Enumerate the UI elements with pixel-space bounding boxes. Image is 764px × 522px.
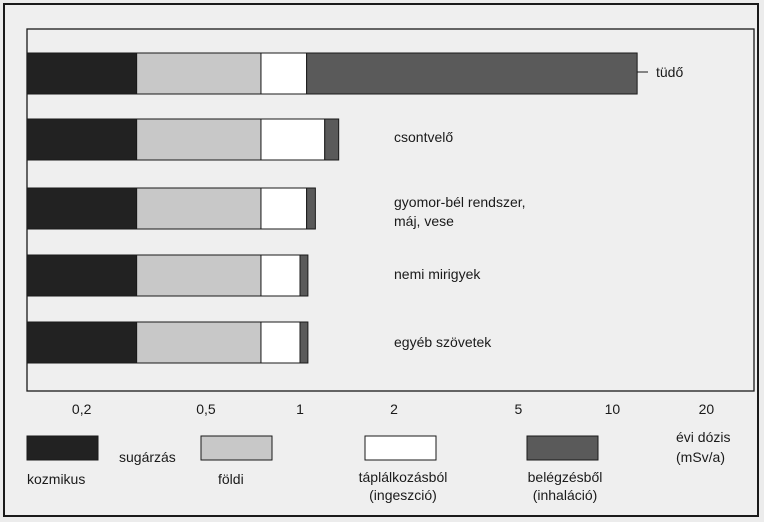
bar-segment-belégzésből: [306, 52, 638, 95]
bar-segment-táplálkozásból: [260, 52, 308, 95]
x-axis-unit-label: (mSv/a): [676, 449, 725, 465]
legend-swatch: [526, 435, 599, 461]
bar-segment-belégzésből: [324, 118, 340, 161]
bar-segment-földi: [136, 187, 262, 230]
category-label-gyomor-bel: gyomor-bél rendszer,: [394, 194, 526, 210]
bar-segment-táplálkozásból: [260, 118, 326, 161]
bar-segment-kozmikus: [26, 254, 138, 297]
category-label-nemi-mirigyek: nemi mirigyek: [394, 266, 481, 282]
legend-label-taplalkozasbol: táplálkozásból: [359, 469, 448, 485]
x-tick-label: 10: [605, 401, 621, 417]
bar-segment-belégzésből: [299, 254, 309, 297]
category-label-csontvelo: csontvelő: [394, 129, 453, 145]
x-tick-label: 20: [699, 401, 715, 417]
legend-label-ingeszcio: (ingeszció): [369, 487, 437, 503]
category-label-egyeb-szovetek: egyéb szövetek: [394, 334, 492, 350]
bar-segment-táplálkozásból: [260, 321, 301, 364]
bar-segment-földi: [136, 118, 262, 161]
bar-segment-kozmikus: [26, 118, 138, 161]
legend-swatch: [200, 435, 273, 461]
legend-label-belegzesbol: belégzésből: [528, 469, 603, 485]
bar-segment-földi: [136, 52, 262, 95]
legend-swatch: [364, 435, 437, 461]
bar-segment-belégzésből: [299, 321, 309, 364]
category-label-tudo: tüdő: [656, 64, 683, 80]
x-tick-label: 2: [390, 401, 398, 417]
bar-segment-kozmikus: [26, 52, 138, 95]
legend-swatch: [26, 435, 99, 461]
x-tick-label: 1: [296, 401, 304, 417]
bar-segment-kozmikus: [26, 187, 138, 230]
x-tick-label: 5: [514, 401, 522, 417]
legend-label-inhalacio: (inhaláció): [533, 487, 598, 503]
x-tick-label: 0,2: [72, 401, 92, 417]
legend-label-foldi: földi: [218, 471, 244, 487]
legend-group-label-sugarzas: sugárzás: [119, 449, 176, 465]
bar-segment-táplálkozásból: [260, 187, 308, 230]
category-label-maj-vese: máj, vese: [394, 213, 454, 229]
bar-segment-földi: [136, 254, 262, 297]
bar-segment-belégzésből: [306, 187, 316, 230]
bar-segment-táplálkozásból: [260, 254, 301, 297]
x-axis-unit-label: évi dózis: [676, 429, 730, 445]
bar-segment-kozmikus: [26, 321, 138, 364]
bar-segment-földi: [136, 321, 262, 364]
legend-label-kozmikus: kozmikus: [27, 471, 85, 487]
x-tick-label: 0,5: [196, 401, 216, 417]
